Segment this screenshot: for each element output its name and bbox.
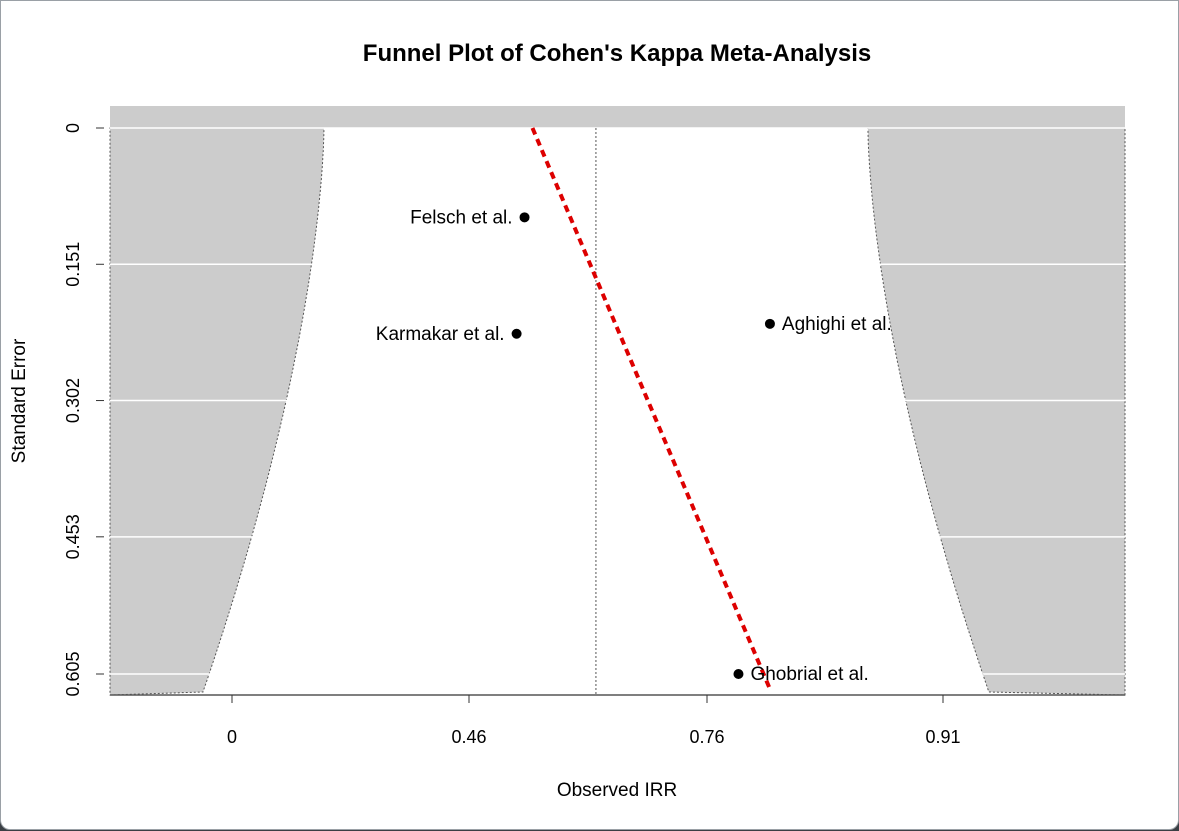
y-tick-label: 0.302	[63, 378, 83, 423]
x-tick-label: 0	[227, 727, 237, 747]
y-tick-label: 0.151	[63, 242, 83, 287]
y-axis-label: Standard Error	[9, 338, 30, 463]
x-tick-label: 0.46	[451, 727, 486, 747]
y-tick-label: 0.605	[63, 651, 83, 696]
y-tick-label: 0.453	[63, 514, 83, 559]
study-point	[733, 669, 744, 679]
study-points: Felsch et al. Karmakar et al. Aghighi et a…	[376, 207, 892, 685]
study-label: Ghobrial et al.	[750, 664, 868, 685]
chart-title: Funnel Plot of Cohen's Kappa Meta-Analys…	[363, 40, 871, 67]
y-tick-label: 0	[63, 123, 83, 133]
study-label: Felsch et al.	[410, 207, 512, 228]
study-point	[764, 318, 775, 329]
funnel-region-left	[109, 127, 325, 696]
x-tick-label: 0.91	[925, 727, 960, 747]
study-label: Aghighi et al.	[782, 314, 892, 335]
funnel-region-top	[110, 106, 1125, 128]
x-axis-label: Observed IRR	[557, 780, 677, 801]
gridlines	[110, 127, 1125, 675]
study-point	[511, 328, 522, 339]
regression-line	[530, 127, 772, 690]
funnel-region-right	[867, 127, 1126, 696]
study-point	[519, 212, 530, 223]
study-label: Karmakar et al.	[376, 324, 505, 345]
x-tick-label: 0.76	[689, 727, 724, 747]
axes: 0 0.46 0.76 0.91 0 0.151 0.302 0.453 0.605	[63, 123, 1125, 747]
